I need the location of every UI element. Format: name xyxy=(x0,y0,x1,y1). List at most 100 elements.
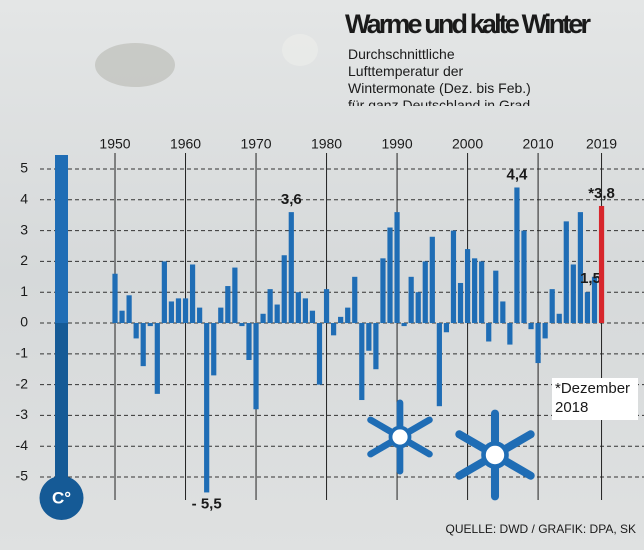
y-tick-label: -4 xyxy=(16,437,29,453)
bar xyxy=(486,323,492,342)
bar xyxy=(316,323,323,385)
x-tick-label: 1960 xyxy=(170,136,201,152)
bar xyxy=(380,258,386,324)
x-tick-label: 2010 xyxy=(523,136,554,152)
bar xyxy=(443,323,450,333)
bar xyxy=(225,286,231,324)
subtitle-box: Durchschnittliche Lufttemperatur der Win… xyxy=(348,46,531,106)
chart-subtitle: Durchschnittliche Lufttemperatur der Win… xyxy=(348,46,531,106)
value-label: 3,6 xyxy=(281,191,302,208)
bar xyxy=(323,289,330,324)
bar xyxy=(133,323,139,339)
y-tick-label: -2 xyxy=(16,375,29,391)
bar xyxy=(246,323,252,360)
bar xyxy=(394,212,400,324)
bar xyxy=(309,310,316,324)
bar xyxy=(500,301,506,324)
bar xyxy=(598,205,605,324)
bar xyxy=(387,227,393,324)
value-label: - 5,5 xyxy=(192,495,222,512)
bar xyxy=(429,236,435,324)
bar xyxy=(288,212,294,324)
bar xyxy=(182,298,189,324)
bar xyxy=(267,289,273,324)
y-tick-label: 4 xyxy=(20,191,28,207)
bar xyxy=(260,313,266,324)
bar xyxy=(253,323,259,410)
bar xyxy=(175,298,182,324)
bar xyxy=(514,187,520,324)
bar xyxy=(338,316,344,324)
bar xyxy=(570,264,576,324)
bar xyxy=(189,264,196,324)
bar xyxy=(239,323,245,327)
photo-birds xyxy=(95,34,318,87)
annotation-box xyxy=(552,378,638,420)
y-tick-label: -1 xyxy=(16,345,29,361)
bar xyxy=(450,230,457,324)
bar xyxy=(422,261,428,324)
bar xyxy=(168,301,175,324)
bar xyxy=(373,323,379,370)
bar xyxy=(126,295,132,324)
source: QUELLE: DWD / GRAFIK: DPA, SK xyxy=(446,522,636,536)
bar xyxy=(197,307,203,324)
bar xyxy=(479,261,485,324)
bar xyxy=(112,273,118,324)
thermometer-bulb xyxy=(39,476,84,520)
bar xyxy=(436,323,442,407)
bar xyxy=(140,323,146,367)
thermometer-bottom xyxy=(55,323,68,483)
bar xyxy=(154,323,160,394)
unit-label: C° xyxy=(52,488,71,507)
x-tick-label: 1950 xyxy=(99,136,130,152)
y-tick-label: -5 xyxy=(16,468,29,484)
bar xyxy=(232,267,238,324)
value-label: *3,8 xyxy=(588,185,615,202)
bar xyxy=(204,323,210,493)
y-tick-label: 5 xyxy=(20,160,28,176)
bar xyxy=(359,323,365,401)
y-tick-label: -3 xyxy=(16,406,29,422)
bar xyxy=(274,304,280,324)
bar xyxy=(408,276,414,324)
bar xyxy=(352,276,358,324)
x-tick-label: 1970 xyxy=(240,136,271,152)
bar xyxy=(556,313,562,324)
value-label: 4,4 xyxy=(507,166,529,183)
y-tick-label: 0 xyxy=(20,314,28,330)
bar xyxy=(584,292,591,324)
bar xyxy=(147,323,153,327)
value-label: 1,5 xyxy=(580,270,601,287)
x-tick-label: 2000 xyxy=(452,136,483,152)
bar xyxy=(472,258,478,324)
bar xyxy=(464,249,471,324)
bar xyxy=(330,323,337,336)
x-tick-label: 1980 xyxy=(311,136,342,152)
bar xyxy=(295,292,301,324)
chart-title: Warme und kalte Winter xyxy=(345,9,591,39)
bar xyxy=(549,289,555,324)
bar xyxy=(577,212,583,324)
annotation: *Dezember 2018 xyxy=(555,380,631,416)
bar xyxy=(161,261,167,324)
bar xyxy=(528,323,534,330)
bar xyxy=(366,323,372,351)
bar xyxy=(457,282,464,324)
bar xyxy=(281,255,287,324)
bar xyxy=(345,307,351,324)
bar xyxy=(302,298,308,324)
bar xyxy=(563,221,569,324)
x-tick-label: 2019 xyxy=(586,136,617,152)
y-tick-label: 3 xyxy=(20,221,28,237)
x-tick-label: 1990 xyxy=(381,136,412,152)
bar xyxy=(211,323,217,376)
bar xyxy=(507,323,513,345)
bar xyxy=(415,292,421,324)
bar xyxy=(218,307,224,324)
bar xyxy=(119,310,125,324)
y-tick-label: 2 xyxy=(20,252,28,268)
